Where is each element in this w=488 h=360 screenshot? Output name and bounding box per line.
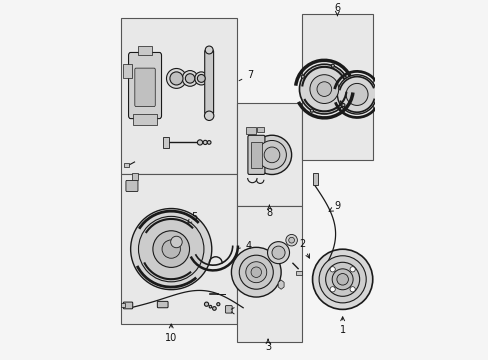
Ellipse shape — [329, 267, 335, 272]
Ellipse shape — [231, 247, 281, 297]
Ellipse shape — [319, 256, 366, 303]
Ellipse shape — [325, 262, 359, 296]
Ellipse shape — [285, 234, 297, 246]
Text: 6: 6 — [334, 3, 340, 15]
Ellipse shape — [130, 208, 211, 290]
Ellipse shape — [162, 240, 180, 258]
Text: 8: 8 — [266, 205, 272, 218]
Ellipse shape — [197, 75, 205, 82]
Ellipse shape — [316, 82, 331, 96]
Ellipse shape — [205, 46, 213, 54]
Ellipse shape — [331, 269, 352, 290]
Ellipse shape — [216, 303, 220, 306]
Bar — [121, 175, 236, 324]
FancyBboxPatch shape — [123, 302, 132, 309]
Ellipse shape — [153, 231, 189, 267]
Ellipse shape — [170, 236, 182, 248]
Ellipse shape — [271, 246, 285, 259]
FancyBboxPatch shape — [204, 50, 213, 114]
FancyBboxPatch shape — [295, 271, 301, 275]
Ellipse shape — [194, 72, 207, 85]
Bar — [236, 103, 302, 206]
Bar — [302, 14, 372, 160]
Ellipse shape — [336, 274, 348, 285]
Bar — [121, 18, 236, 175]
Ellipse shape — [252, 135, 291, 175]
FancyBboxPatch shape — [157, 301, 168, 308]
Ellipse shape — [264, 147, 279, 163]
Ellipse shape — [203, 140, 207, 144]
Ellipse shape — [197, 140, 202, 145]
Ellipse shape — [185, 74, 194, 83]
Ellipse shape — [312, 249, 372, 309]
FancyBboxPatch shape — [128, 53, 161, 118]
FancyBboxPatch shape — [132, 174, 138, 180]
Ellipse shape — [310, 109, 313, 112]
Ellipse shape — [169, 72, 183, 85]
FancyBboxPatch shape — [122, 64, 132, 78]
Ellipse shape — [257, 140, 286, 169]
Ellipse shape — [267, 242, 289, 264]
Ellipse shape — [299, 64, 348, 114]
Text: 9: 9 — [328, 202, 340, 211]
Text: 4: 4 — [239, 240, 251, 251]
Ellipse shape — [138, 216, 203, 282]
Text: 2: 2 — [298, 239, 309, 258]
Bar — [236, 206, 302, 342]
Text: 7: 7 — [239, 70, 253, 81]
Ellipse shape — [239, 255, 273, 289]
Ellipse shape — [207, 141, 210, 144]
FancyBboxPatch shape — [138, 46, 151, 55]
FancyBboxPatch shape — [124, 163, 128, 167]
Ellipse shape — [204, 111, 213, 121]
FancyBboxPatch shape — [225, 306, 232, 313]
Ellipse shape — [309, 75, 338, 103]
Ellipse shape — [349, 287, 355, 292]
FancyBboxPatch shape — [247, 135, 264, 175]
FancyBboxPatch shape — [163, 137, 168, 148]
Ellipse shape — [330, 64, 334, 67]
FancyBboxPatch shape — [135, 68, 155, 107]
Ellipse shape — [301, 75, 304, 78]
Ellipse shape — [337, 75, 376, 114]
FancyBboxPatch shape — [121, 303, 124, 307]
Ellipse shape — [250, 267, 261, 278]
FancyBboxPatch shape — [126, 180, 138, 192]
Ellipse shape — [212, 307, 216, 310]
Ellipse shape — [329, 287, 335, 292]
Ellipse shape — [288, 237, 294, 243]
Ellipse shape — [166, 68, 186, 88]
Text: 3: 3 — [264, 339, 270, 352]
Ellipse shape — [209, 305, 211, 308]
Text: 1: 1 — [339, 317, 345, 336]
Ellipse shape — [341, 104, 344, 107]
Ellipse shape — [182, 71, 198, 86]
FancyBboxPatch shape — [250, 142, 262, 168]
Ellipse shape — [349, 267, 355, 272]
FancyBboxPatch shape — [245, 127, 256, 134]
FancyBboxPatch shape — [257, 127, 264, 132]
FancyBboxPatch shape — [133, 114, 157, 125]
Ellipse shape — [204, 302, 208, 306]
Ellipse shape — [245, 262, 266, 283]
Text: 10: 10 — [165, 324, 177, 343]
Ellipse shape — [346, 84, 367, 105]
Text: 5: 5 — [187, 212, 197, 224]
FancyBboxPatch shape — [312, 173, 317, 185]
